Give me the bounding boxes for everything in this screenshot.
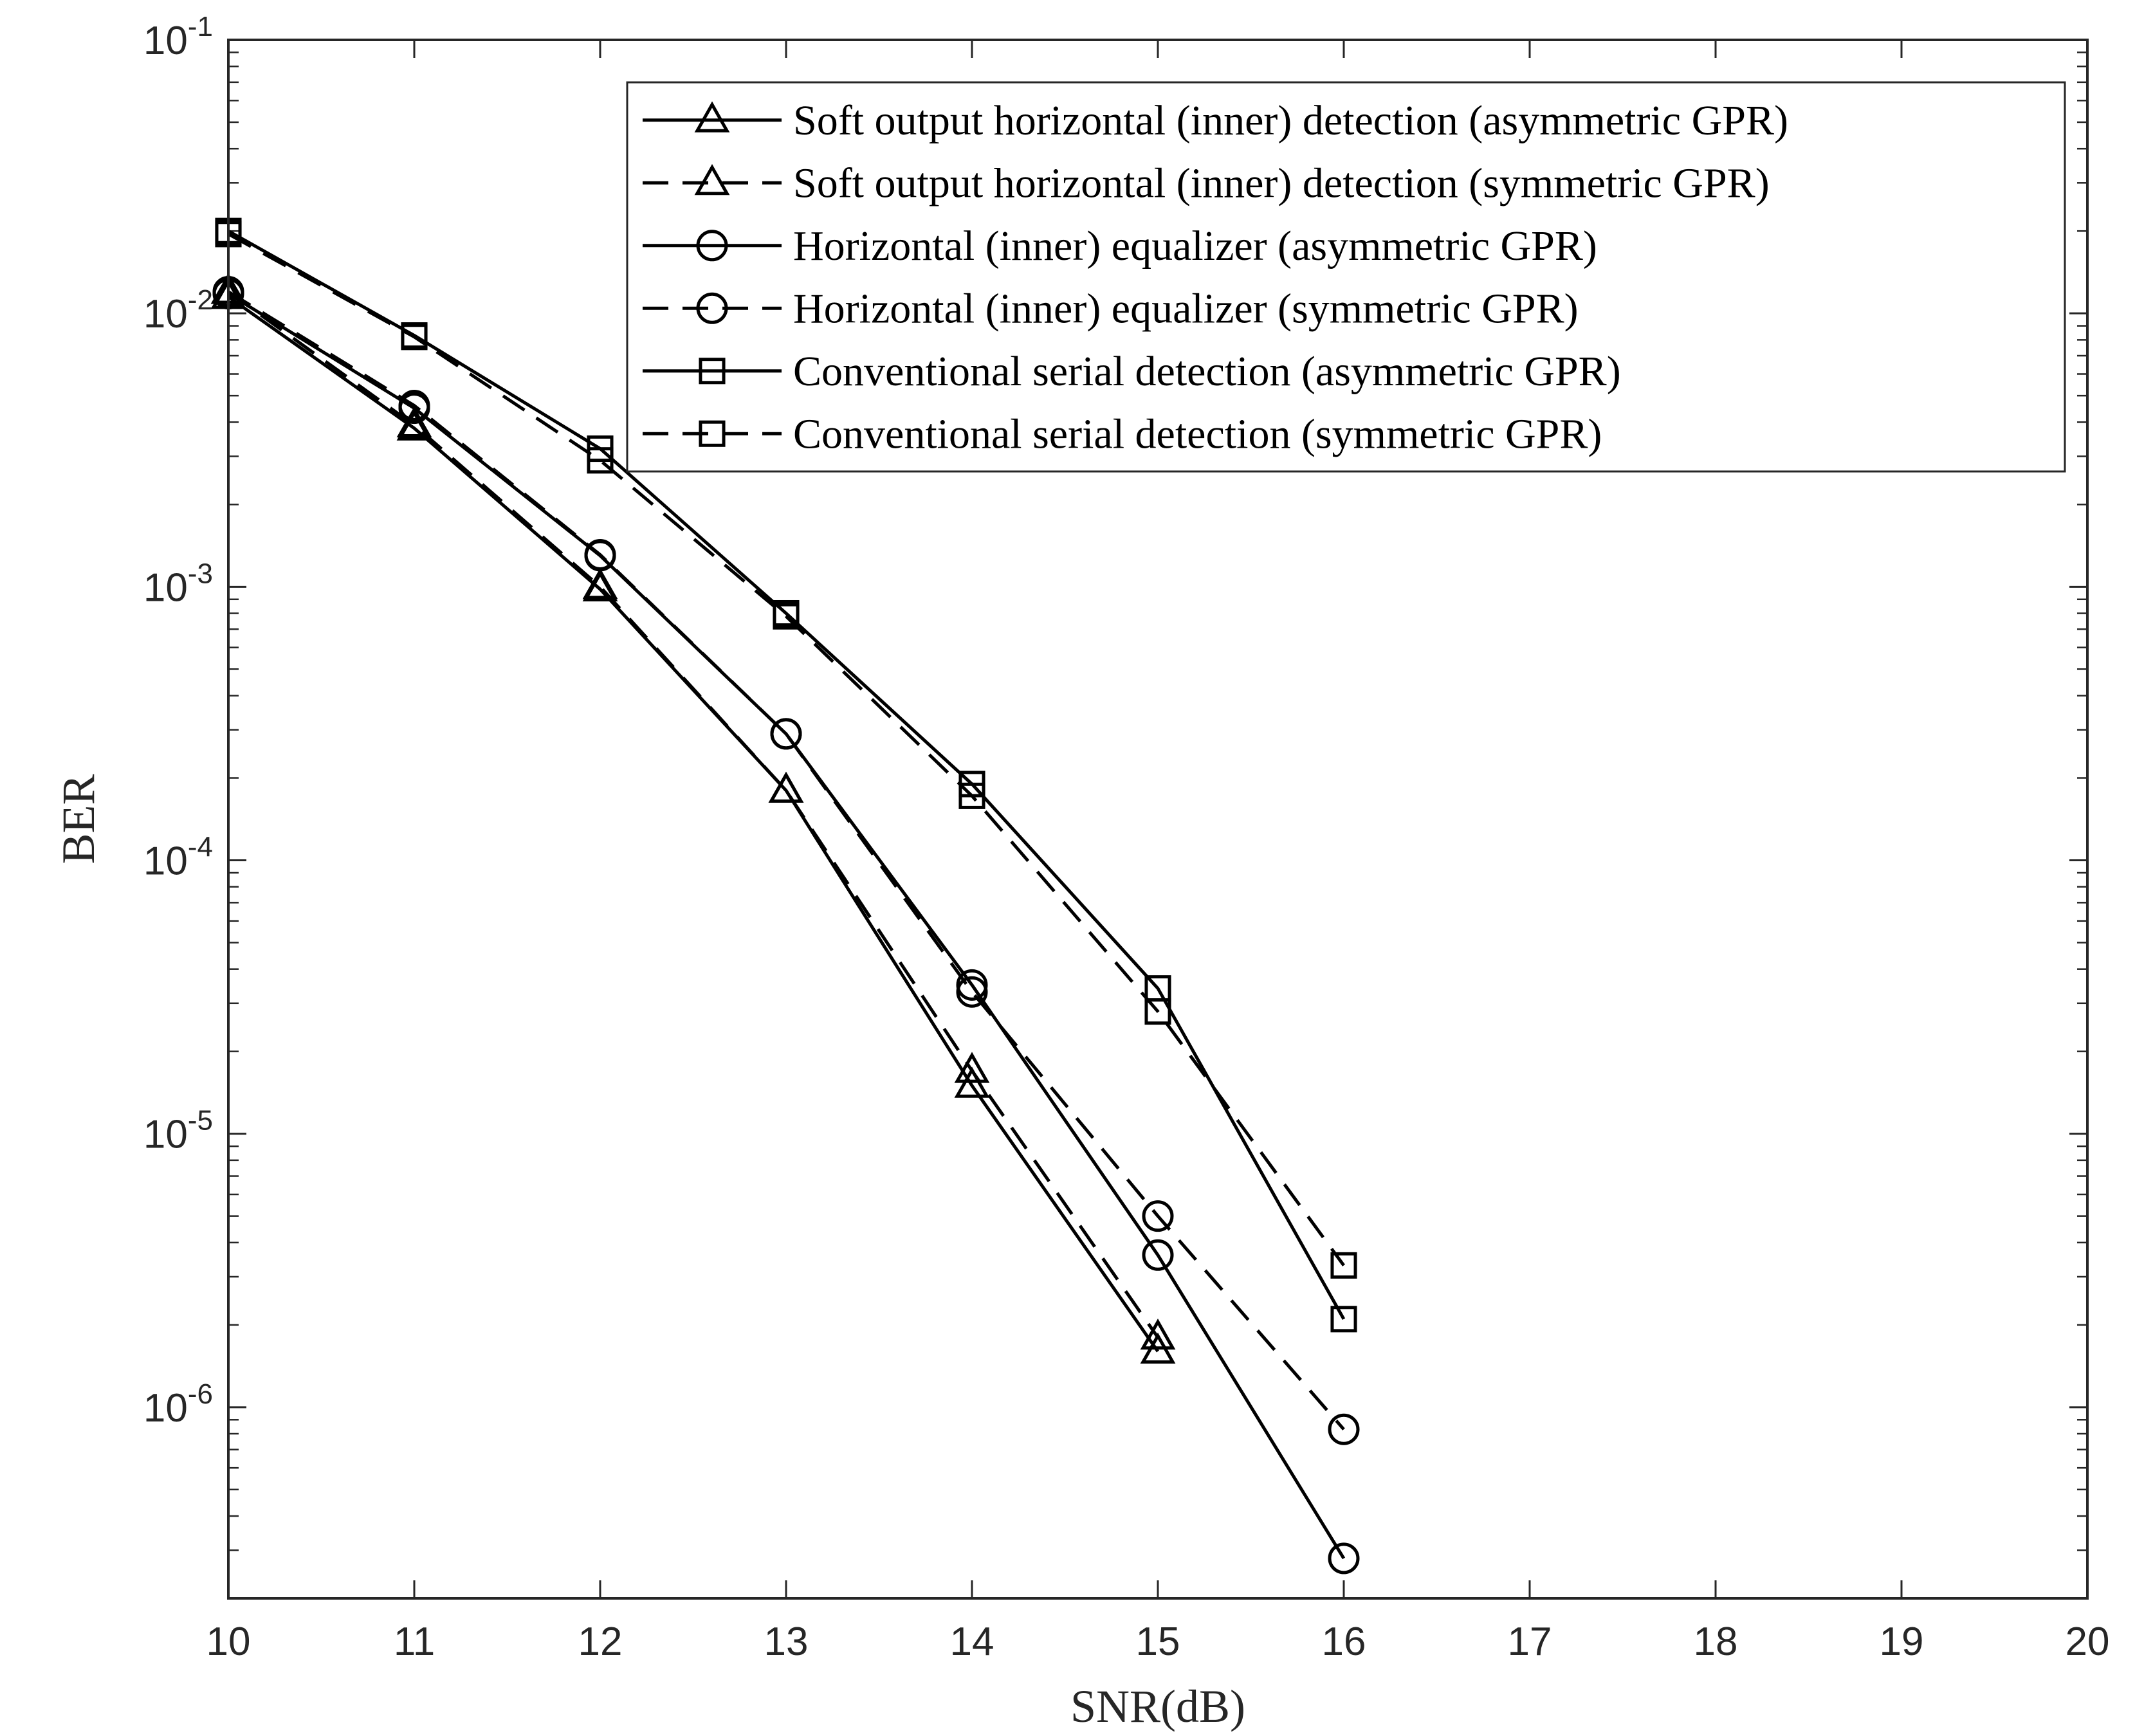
x-tick-label: 16 xyxy=(1322,1620,1366,1664)
legend-marker-triangle xyxy=(694,163,730,196)
x-axis-title: SNR(dB) xyxy=(1070,1681,1245,1732)
y-axis-title: BER xyxy=(53,774,104,864)
x-tick-label: 10 xyxy=(206,1620,251,1664)
data-point-circle xyxy=(1142,1239,1174,1271)
data-point-square xyxy=(958,782,985,809)
series-circle-dashed xyxy=(212,275,1360,1445)
data-point-square xyxy=(1144,998,1171,1025)
series-square-dashed xyxy=(215,221,1357,1279)
data-point-circle xyxy=(584,538,616,571)
legend-box xyxy=(626,81,2066,473)
x-tick-label: 12 xyxy=(578,1620,623,1664)
series-line xyxy=(227,292,1346,1560)
legend-marker-circle xyxy=(696,292,728,324)
legend-label: Soft output horizontal (inner) detection… xyxy=(793,97,1788,144)
data-point-square xyxy=(401,324,428,351)
x-tick-label: 13 xyxy=(764,1620,809,1664)
x-tick-label: 11 xyxy=(394,1620,435,1664)
minor-ticks xyxy=(228,51,2087,1600)
legend-marker-square xyxy=(699,358,726,385)
series-layer xyxy=(210,217,1360,1575)
y-tick-label: 10-5 xyxy=(143,1105,213,1157)
x-tick-label: 15 xyxy=(1136,1620,1180,1664)
data-point-circle xyxy=(1142,1200,1174,1232)
data-point-circle xyxy=(398,390,430,422)
x-tick-label: 20 xyxy=(2066,1620,2110,1664)
y-tick-label: 10-1 xyxy=(143,11,213,63)
series-triangle-dashed xyxy=(210,273,1176,1350)
series-line xyxy=(227,232,1346,1266)
legend-marker-square xyxy=(699,420,726,447)
data-point-triangle xyxy=(768,771,804,803)
data-point-circle xyxy=(1328,1413,1360,1445)
series-line xyxy=(227,290,1160,1339)
data-point-circle xyxy=(770,718,802,750)
x-tick-label: 18 xyxy=(1694,1620,1738,1664)
legend-marker-circle xyxy=(696,230,728,262)
y-tick-label: 10-3 xyxy=(143,558,213,610)
series-line xyxy=(227,290,1345,1430)
data-point-circle xyxy=(1328,1542,1360,1575)
legend-marker-triangle xyxy=(694,101,730,132)
legend-label: Horizontal (inner) equalizer (asymmetric… xyxy=(793,223,1597,270)
data-point-circle xyxy=(956,976,988,1008)
data-point-square xyxy=(1330,1252,1357,1279)
data-point-circle xyxy=(956,969,988,1001)
data-point-square xyxy=(773,603,800,630)
data-point-triangle xyxy=(396,406,432,438)
y-tick-label: 10-4 xyxy=(143,831,213,883)
data-point-triangle xyxy=(582,568,618,599)
data-point-triangle xyxy=(954,1052,990,1083)
x-tick-label: 19 xyxy=(1880,1620,1924,1664)
legend-label: Conventional serial detection (asymmetri… xyxy=(793,348,1621,395)
y-tick-label: 10-2 xyxy=(143,284,213,336)
x-tick-label: 17 xyxy=(1508,1620,1552,1664)
legend-label: Horizontal (inner) equalizer (symmetric … xyxy=(793,285,1579,332)
y-tick-label: 10-6 xyxy=(143,1378,213,1430)
legend-label: Conventional serial detection (symmetric… xyxy=(793,410,1602,457)
legend-label: Soft output horizontal (inner) detection… xyxy=(793,160,1770,206)
data-point-square xyxy=(587,447,614,474)
legend: Soft output horizontal (inner) detection… xyxy=(626,81,2066,473)
x-tick-label: 14 xyxy=(950,1620,994,1664)
data-point-square xyxy=(1330,1306,1357,1333)
axes-layer: 10 11 12 13 14 15 16 17 18 19 20 10-1 10-2 10-3 10-4 10… xyxy=(143,11,2110,1664)
data-point-triangle xyxy=(1140,1319,1176,1350)
